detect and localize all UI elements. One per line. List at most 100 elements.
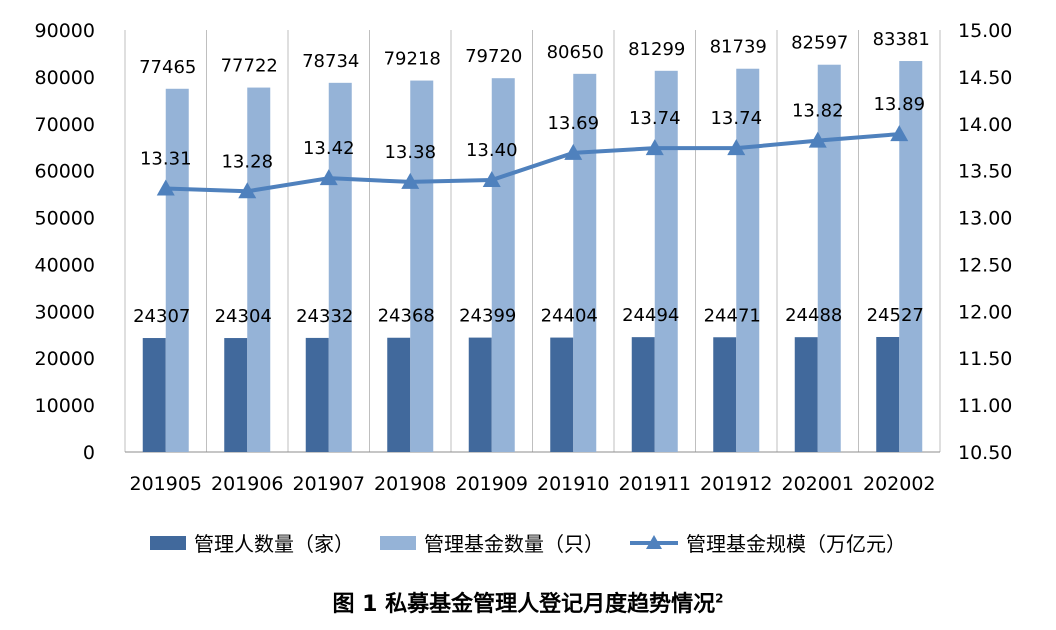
bar-funds bbox=[410, 80, 434, 452]
x-tick-label: 201910 bbox=[537, 473, 610, 495]
y2-tick-label: 12.50 bbox=[958, 254, 1012, 276]
y2-tick-label: 12.00 bbox=[958, 301, 1012, 323]
data-label-managers: 24332 bbox=[296, 306, 353, 327]
caption-text: 图 1 私募基金管理人登记月度趋势情况 bbox=[332, 592, 716, 617]
marker-scale bbox=[808, 131, 827, 148]
marker-scale bbox=[482, 171, 501, 188]
x-tick-label: 201907 bbox=[292, 473, 365, 495]
data-label-scale: 13.74 bbox=[629, 108, 681, 129]
x-tick-label: 202002 bbox=[863, 473, 936, 495]
y-tick-label: 20000 bbox=[35, 348, 95, 370]
data-label-managers: 24488 bbox=[785, 305, 842, 326]
bar-funds bbox=[165, 88, 189, 453]
bar-funds bbox=[247, 87, 271, 452]
bar-managers bbox=[876, 336, 900, 452]
chart-canvas: 0 10000 20000 30000 40000 50000 60000 70000 8000… bbox=[35, 20, 1013, 495]
y-tick-label: 80000 bbox=[35, 67, 95, 89]
bar-managers bbox=[550, 337, 574, 452]
data-label-managers: 24304 bbox=[215, 306, 272, 327]
marker-scale bbox=[727, 139, 746, 156]
data-label-scale: 13.28 bbox=[221, 151, 273, 172]
y2-tick-label: 15.00 bbox=[958, 20, 1012, 42]
bar-funds bbox=[328, 82, 352, 453]
y2-tick-label: 11.50 bbox=[958, 348, 1012, 370]
data-label-funds: 79720 bbox=[465, 46, 522, 67]
bar-managers bbox=[468, 337, 492, 452]
data-label-managers: 24527 bbox=[867, 305, 924, 326]
data-label-scale: 13.74 bbox=[710, 108, 762, 129]
y2-tick-label: 10.50 bbox=[958, 442, 1012, 464]
y-tick-label: 30000 bbox=[35, 301, 95, 323]
bar-managers bbox=[631, 337, 655, 452]
bar-managers bbox=[224, 338, 248, 452]
data-label-funds: 78734 bbox=[302, 51, 359, 72]
legend-item-scale: 管理基金规模（万亿元） bbox=[630, 528, 906, 557]
data-label-scale: 13.89 bbox=[873, 94, 925, 115]
bar-funds bbox=[491, 78, 515, 452]
data-label-scale: 13.69 bbox=[547, 113, 599, 134]
data-label-managers: 24307 bbox=[133, 306, 190, 327]
bar-funds bbox=[736, 68, 760, 452]
y2-tick-label: 13.00 bbox=[958, 208, 1012, 230]
data-label-scale: 13.42 bbox=[303, 138, 355, 159]
legend-label-scale: 管理基金规模（万亿元） bbox=[686, 532, 906, 556]
marker-scale bbox=[645, 139, 664, 156]
legend-swatch-managers bbox=[150, 535, 186, 550]
data-label-scale: 13.82 bbox=[792, 101, 844, 122]
bar-managers bbox=[387, 337, 411, 452]
bar-managers bbox=[305, 337, 329, 452]
data-label-funds: 83381 bbox=[873, 29, 930, 50]
y-tick-label: 0 bbox=[83, 442, 95, 464]
x-tick-label: 201909 bbox=[455, 473, 528, 495]
x-tick-label: 202001 bbox=[781, 473, 854, 495]
y2-tick-label: 11.00 bbox=[958, 395, 1012, 417]
data-label-funds: 81739 bbox=[710, 37, 767, 58]
x-tick-label: 201905 bbox=[129, 473, 202, 495]
x-tick-label: 201908 bbox=[374, 473, 447, 495]
legend-swatch-scale bbox=[630, 534, 678, 549]
data-label-funds: 77722 bbox=[221, 56, 278, 77]
bar-funds bbox=[654, 70, 678, 452]
y-tick-label: 70000 bbox=[35, 114, 95, 136]
y-tick-label: 40000 bbox=[35, 254, 95, 276]
y-tick-label: 50000 bbox=[35, 208, 95, 230]
legend: 管理人数量（家） 管理基金数量（只） 管理基金规模（万亿元） bbox=[0, 528, 1056, 557]
y2-tick-label: 14.00 bbox=[958, 114, 1012, 136]
y-tick-label: 10000 bbox=[35, 395, 95, 417]
data-label-scale: 13.38 bbox=[384, 142, 436, 163]
marker-scale bbox=[564, 143, 583, 160]
bar-funds bbox=[899, 61, 923, 452]
figure-caption: 图 1 私募基金管理人登记月度趋势情况2 bbox=[0, 586, 1056, 618]
data-label-funds: 82597 bbox=[791, 33, 848, 54]
legend-label-managers: 管理人数量（家） bbox=[194, 532, 354, 556]
bar-managers bbox=[142, 338, 166, 452]
legend-swatch-funds bbox=[380, 535, 416, 550]
x-tick-label: 201911 bbox=[618, 473, 691, 495]
legend-item-funds: 管理基金数量（只） bbox=[380, 528, 604, 557]
data-label-managers: 24494 bbox=[622, 305, 679, 326]
data-label-scale: 13.31 bbox=[140, 148, 192, 169]
marker-scale bbox=[890, 125, 909, 142]
data-label-funds: 77465 bbox=[139, 57, 196, 78]
marker-scale bbox=[238, 182, 257, 199]
marker-scale bbox=[401, 172, 420, 189]
data-label-managers: 24368 bbox=[378, 306, 435, 327]
data-label-funds: 81299 bbox=[628, 39, 685, 60]
line-scale bbox=[165, 132, 900, 194]
data-label-funds: 79218 bbox=[384, 49, 441, 70]
data-label-managers: 24471 bbox=[704, 305, 761, 326]
y2-tick-label: 13.50 bbox=[958, 161, 1012, 183]
x-tick-label: 201906 bbox=[211, 473, 284, 495]
caption-footnote: 2 bbox=[715, 591, 724, 606]
data-label-managers: 24404 bbox=[541, 306, 598, 327]
marker-scale bbox=[156, 179, 175, 196]
y-tick-label: 60000 bbox=[35, 161, 95, 183]
data-label-funds: 80650 bbox=[547, 42, 604, 63]
x-tick-label: 201912 bbox=[700, 473, 773, 495]
data-label-scale: 13.40 bbox=[466, 140, 518, 161]
data-label-managers: 24399 bbox=[459, 306, 516, 327]
y-tick-label: 90000 bbox=[35, 20, 95, 42]
bar-managers bbox=[794, 337, 818, 452]
bar-managers bbox=[713, 337, 737, 452]
legend-label-funds: 管理基金数量（只） bbox=[424, 532, 604, 556]
